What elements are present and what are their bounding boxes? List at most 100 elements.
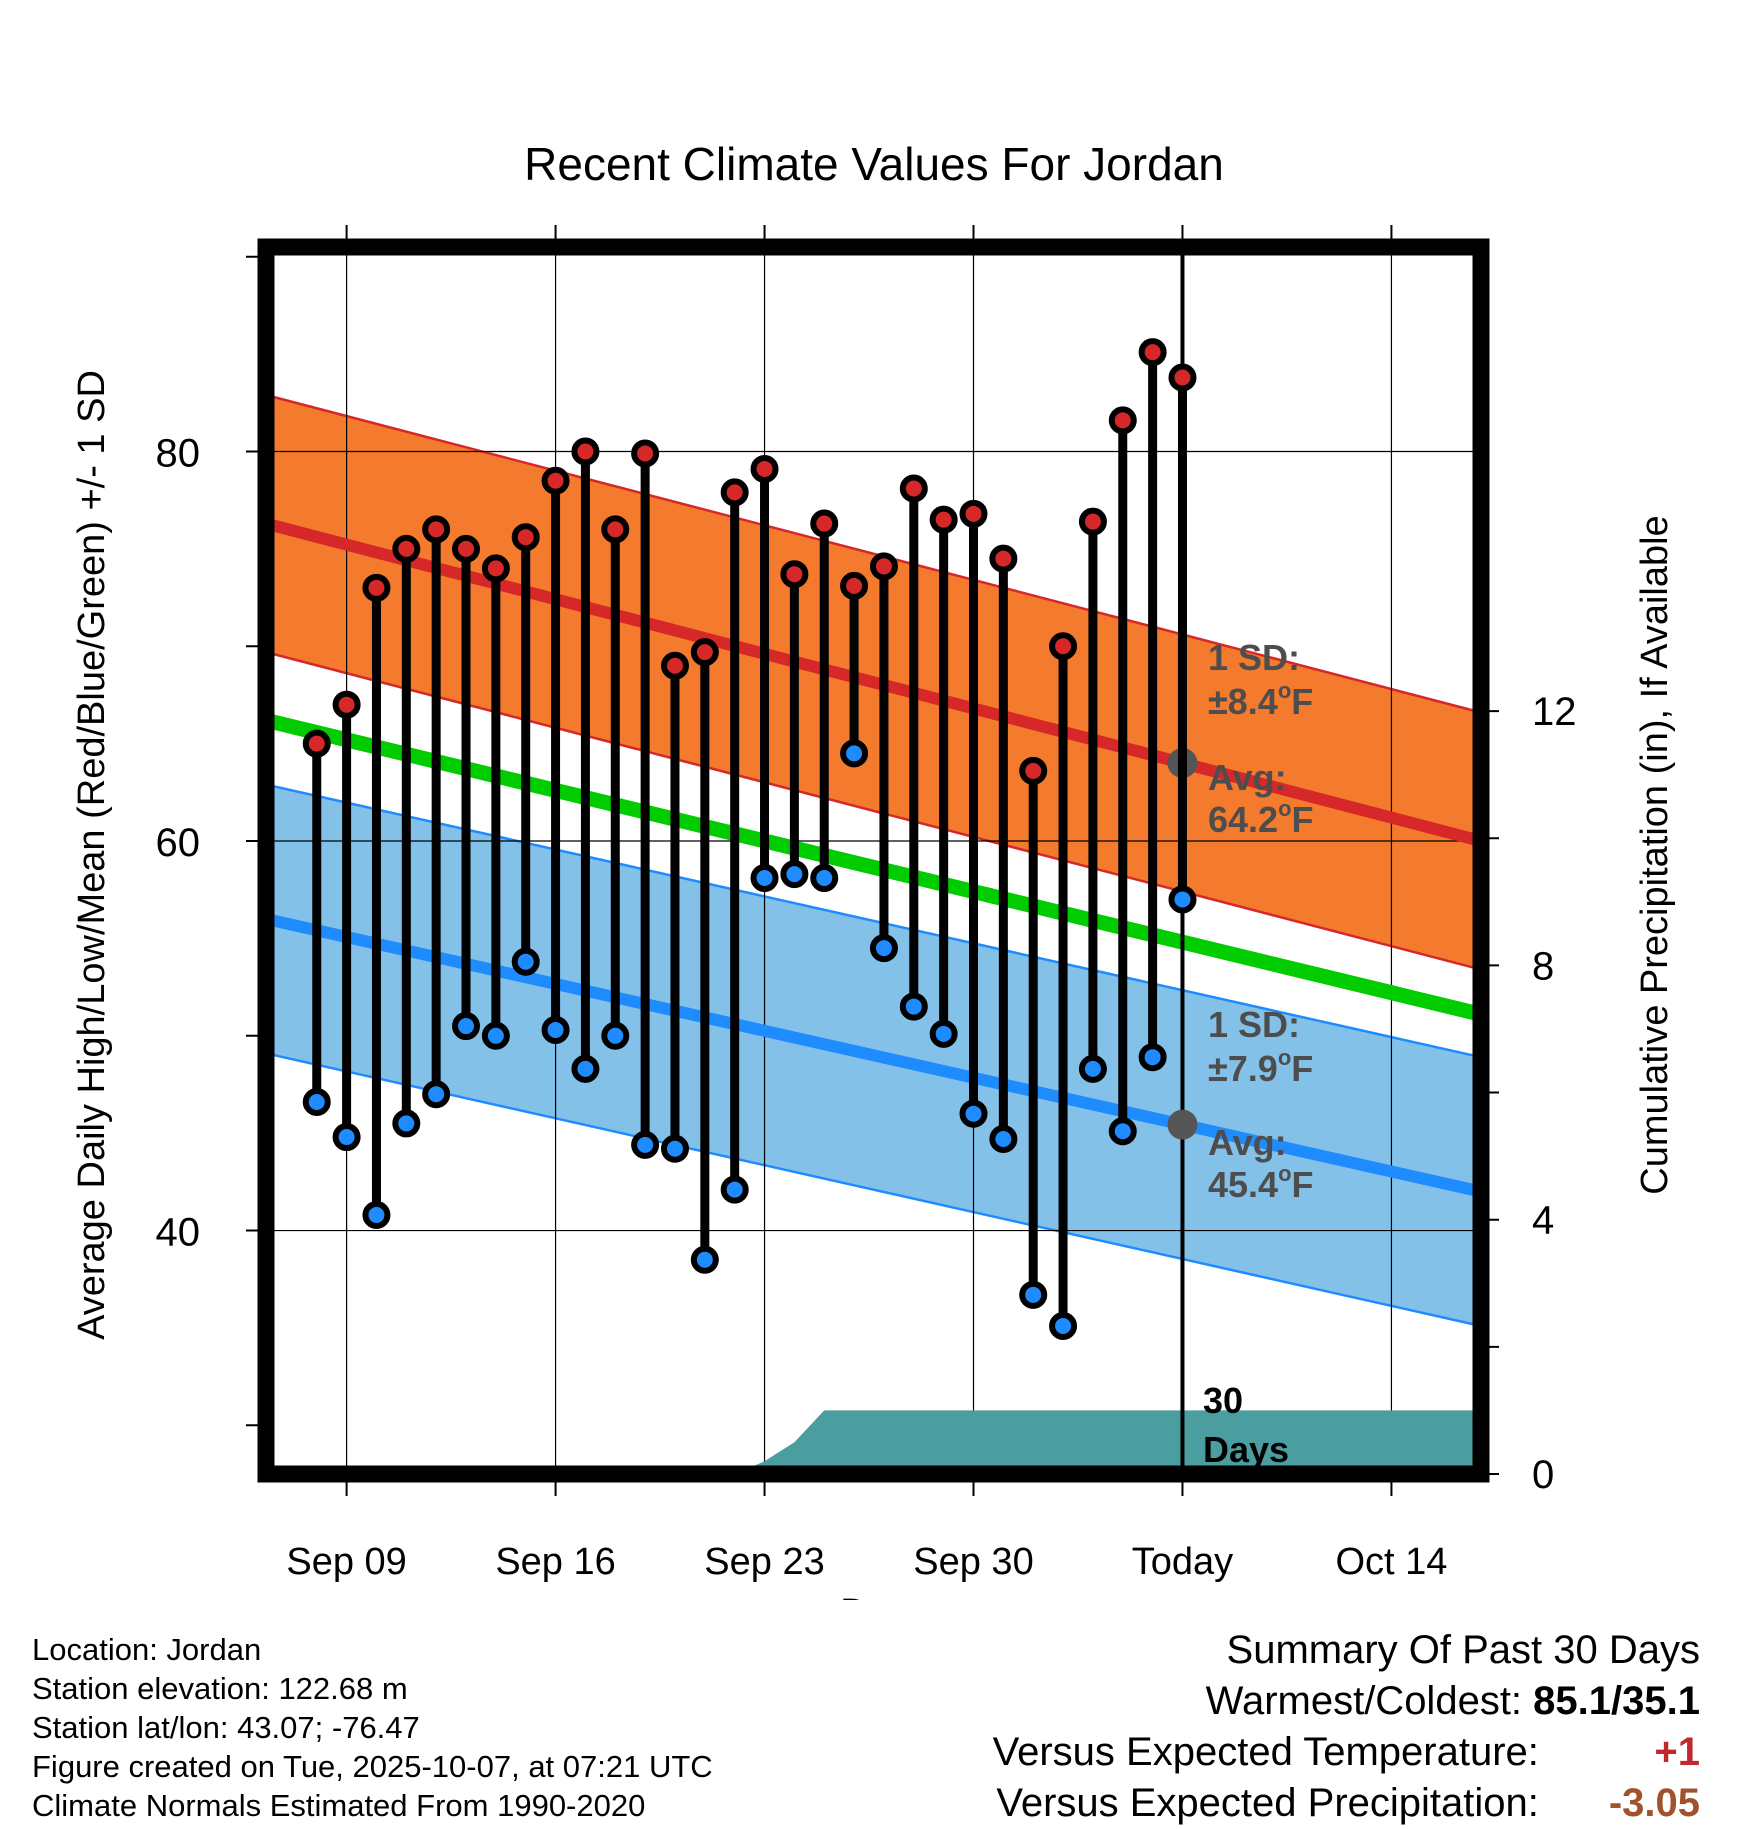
daily-low-point: [690, 1245, 719, 1274]
daily-low-point: [511, 947, 540, 976]
low-avg-label-line2: 45.4oF: [1208, 1161, 1314, 1205]
high-sd-upper-edge: [265, 393, 1482, 714]
daily-low-point: [780, 860, 809, 889]
daily-low-point: [302, 1088, 331, 1117]
y2-tick-label: 12: [1532, 690, 1577, 734]
y2-tick-label: 4: [1532, 1199, 1554, 1243]
daily-high-point: [422, 515, 451, 544]
low-avg-label: Avg: 45.4oF: [1208, 1122, 1314, 1205]
y-tick-label: 60: [156, 821, 201, 865]
daily-high-point: [541, 466, 570, 495]
daily-high-point: [1168, 363, 1197, 392]
warmest-coldest-value: 85.1/35.1: [1533, 1679, 1700, 1723]
precip-area: [266, 1410, 1481, 1474]
daily-high-point: [660, 651, 689, 680]
today-marker-line2: Days: [1203, 1429, 1289, 1470]
daily-low-point: [840, 739, 869, 768]
high-sd-unit: F: [1291, 681, 1313, 722]
daily-high-point: [899, 474, 928, 503]
expected-precip-value: -3.05: [1608, 1781, 1700, 1825]
daily-low-point: [571, 1054, 600, 1083]
daily-low-point: [1108, 1117, 1137, 1146]
daily-low-point: [392, 1109, 421, 1138]
x-tick-label: Oct 14: [1335, 1541, 1447, 1583]
daily-low-point: [452, 1012, 481, 1041]
daily-high-point: [571, 437, 600, 466]
low-sd-unit: F: [1291, 1048, 1313, 1089]
high-avg-value: 64.2: [1208, 799, 1278, 840]
daily-high-point: [1078, 507, 1107, 536]
today-marker-line1: 30: [1203, 1380, 1243, 1421]
daily-low-point: [810, 864, 839, 893]
daily-low-point: [899, 992, 928, 1021]
daily-high-point: [959, 499, 988, 528]
daily-low-point: [660, 1134, 689, 1163]
today-marker-label: 30 Days: [1203, 1380, 1289, 1470]
plot-frame: [257, 238, 1490, 1483]
daily-low-point: [720, 1175, 749, 1204]
daily-low-point: [422, 1080, 451, 1109]
summary-panel: Summary Of Past 30 Days Warmest/Coldest:…: [993, 1625, 1700, 1829]
daily-high-point: [690, 638, 719, 667]
summary-precipitation: Versus Expected Precipitation: -3.05: [993, 1778, 1700, 1829]
daily-high-point: [362, 573, 391, 602]
daily-high-point: [989, 544, 1018, 573]
station-info: Location: Jordan Station elevation: 122.…: [32, 1630, 713, 1825]
high-sd-value: ±8.4: [1208, 681, 1278, 722]
x-tick-label: Sep 30: [913, 1541, 1033, 1583]
high-avg-unit: F: [1292, 799, 1314, 840]
y2-axis-label: Cumulative Precipitation (in), If Availa…: [1634, 515, 1676, 1194]
avg-low-marker: [1167, 1109, 1198, 1140]
low-sd-label: 1 SD: ±7.9oF: [1208, 1004, 1313, 1089]
daily-high-point: [780, 560, 809, 589]
daily-high-point: [1138, 338, 1167, 367]
daily-high-point: [631, 439, 660, 468]
low-avg-value: 45.4: [1208, 1164, 1278, 1205]
daily-high-point: [452, 534, 481, 563]
daily-low-point: [332, 1123, 361, 1152]
daily-high-point: [810, 509, 839, 538]
daily-low-point: [1138, 1043, 1167, 1072]
x-axis-label: Day: [840, 1592, 908, 1600]
daily-high-point: [869, 552, 898, 581]
daily-low-point: [869, 934, 898, 963]
daily-high-point: [302, 729, 331, 758]
station-elevation: Station elevation: 122.68 m: [32, 1671, 408, 1706]
high-sd-label: 1 SD: ±8.4oF: [1208, 637, 1313, 722]
low-sd-degree: o: [1278, 1045, 1291, 1070]
daily-low-point: [481, 1021, 510, 1050]
station-latlon: Station lat/lon: 43.07; -76.47: [32, 1710, 420, 1745]
low-avg-degree: o: [1278, 1161, 1291, 1186]
daily-high-point: [481, 554, 510, 583]
daily-high-point: [1108, 406, 1137, 435]
high-avg-degree: o: [1278, 796, 1291, 821]
low-avg-unit: F: [1292, 1164, 1314, 1205]
figure-created: Figure created on Tue, 2025-10-07, at 07…: [32, 1749, 713, 1784]
daily-low-point: [1168, 885, 1197, 914]
daily-high-point: [332, 690, 361, 719]
daily-high-point: [1019, 756, 1048, 785]
summary-warmest-coldest: Warmest/Coldest: 85.1/35.1: [993, 1676, 1700, 1727]
high-avg-label: Avg: 64.2oF: [1208, 757, 1314, 840]
y-axis-label: Average Daily High/Low/Mean (Red/Blue/Gr…: [71, 370, 113, 1340]
normals-period: Climate Normals Estimated From 1990-2020: [32, 1788, 646, 1823]
expected-temp-value: +1: [1654, 1730, 1700, 1774]
summary-heading: Summary Of Past 30 Days: [1226, 1628, 1700, 1672]
daily-high-point: [392, 534, 421, 563]
low-sd-value: ±7.9: [1208, 1048, 1278, 1089]
high-avg-label-line2: 64.2oF: [1208, 796, 1314, 840]
daily-low-point: [750, 864, 779, 893]
y2-tick-label: 0: [1532, 1453, 1554, 1497]
daily-high-point: [840, 571, 869, 600]
daily-low-point: [1019, 1280, 1048, 1309]
expected-precip-label: Versus Expected Precipitation:: [996, 1781, 1539, 1825]
high-avg-label-line1: Avg:: [1208, 757, 1287, 798]
warmest-coldest-label: Warmest/Coldest:: [1205, 1679, 1523, 1723]
x-tick-label: Sep 23: [704, 1541, 824, 1583]
low-sd-lower-edge: [265, 1052, 1482, 1328]
daily-high-point: [601, 515, 630, 544]
daily-low-point: [929, 1019, 958, 1048]
daily-high-point: [720, 478, 749, 507]
low-avg-label-line1: Avg:: [1208, 1122, 1287, 1163]
daily-low-point: [959, 1099, 988, 1128]
